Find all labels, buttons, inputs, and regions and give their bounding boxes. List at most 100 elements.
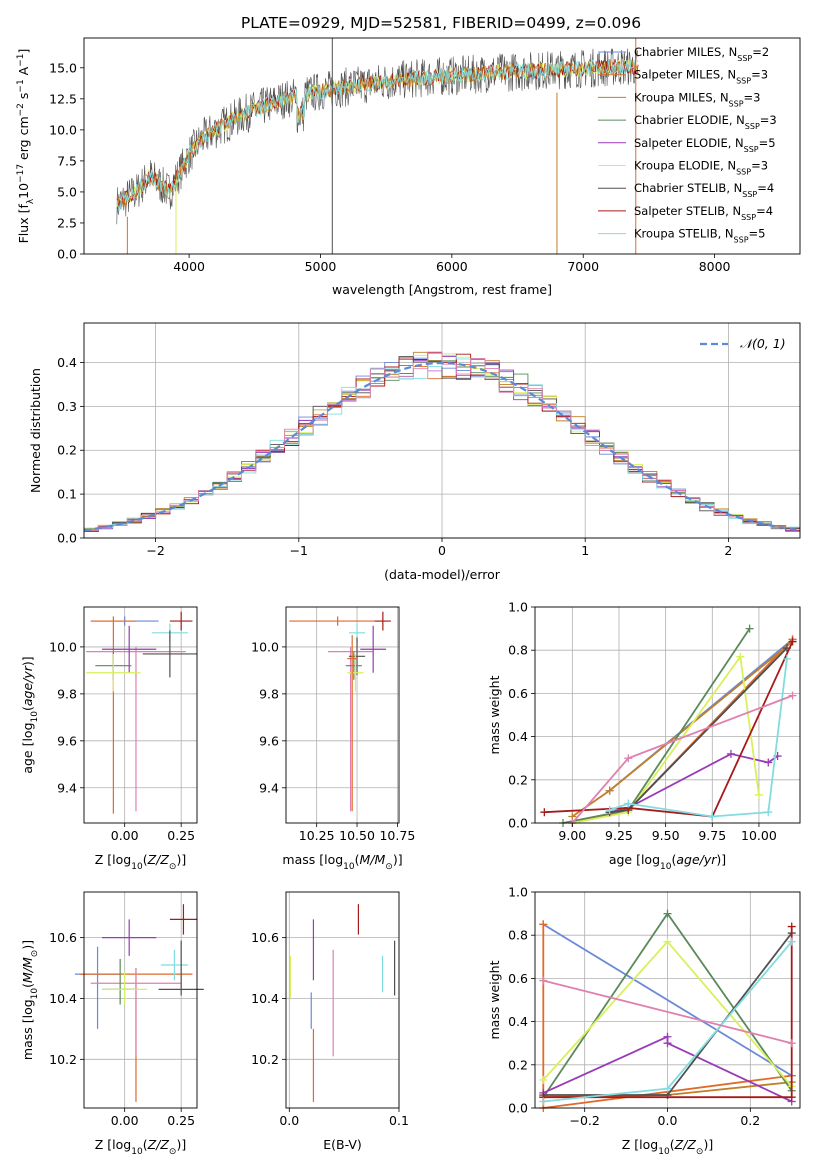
y-tick-label: 12.5 [49,91,77,106]
series-marker [539,1075,548,1084]
series-line-chabrier_miles [542,923,793,1077]
y-tick-label: 0.6 [508,686,528,701]
x-tick-label: 2 [724,543,732,558]
x-tick-label: 0.00 [111,1113,139,1128]
x-tick-label: 0.25 [167,828,195,843]
y-tick-label: 0.4 [57,355,77,370]
figure-title: PLATE=0929, MJD=52581, FIBERID=0499, z=0… [241,14,641,32]
y-tick-label: 0.0 [508,1101,528,1116]
y-tick-label: 9.8 [57,686,77,701]
y-tick-label: 0.1 [57,487,77,502]
y-tick-label: 10.2 [49,1052,77,1067]
series-marker [788,637,797,646]
legend-label: Kroupa STELIB, NSSP=5 [634,227,765,245]
y-tick-label: 10.0 [49,122,77,137]
axes-frame [534,891,801,1109]
series-marker [736,652,745,661]
y-tick-label: 10.6 [251,930,279,945]
y-tick-label: 0.3 [57,399,77,414]
y-tick-label: 0.0 [57,531,77,546]
normal-curve [83,361,801,532]
x-tick-label: 8000 [699,259,731,274]
y-tick-label: 9.8 [259,686,279,701]
x-tick-label: 0.0 [658,1113,678,1128]
spectrum-line-kroupa_stelib [116,59,639,212]
y-axis-label: mass [log10(M/M⊙)] [20,940,40,1060]
y-tick-label: 5.0 [57,184,77,199]
y-axis-label: mass weight [487,675,502,754]
axes-frame [83,606,198,824]
legend-label: Salpeter MILES, NSSP=3 [634,68,768,86]
y-tick-label: 0.0 [508,816,528,831]
x-axis-label: Z [log10(Z/Z⊙)] [622,1137,713,1157]
x-axis-label: age [log10(age/yr)] [609,852,726,872]
series-marker [605,786,614,795]
panel-mass_vs_Z: 0.00 0.25 10.2 10.4 10.6 Z [log10(Z/Z⊙)] mass … [20,891,204,1157]
y-tick-label: 9.6 [57,733,77,748]
histogram-pink [84,351,800,531]
legend-label: Chabrier ELODIE, NSSP=3 [634,113,777,131]
y-tick-label: 10.4 [251,991,279,1006]
y-tick-label: 0.2 [57,443,77,458]
series-marker [787,1039,796,1048]
series-marker [663,1039,672,1048]
data-point-kroupa_elodie [347,653,364,692]
y-tick-label: 0.4 [508,729,528,744]
x-tick-label: 10.50 [339,828,375,843]
axes-frame [285,606,400,824]
x-tick-label: 0 [438,543,446,558]
x-tick-label: 5000 [305,259,337,274]
series-marker [624,754,633,763]
series-marker [605,806,614,815]
data-point-kroupa_elodie [86,653,141,692]
plot-area [83,351,801,533]
plot-area [289,904,396,1102]
legend: Chabrier MILES, NSSP=2 Salpeter MILES, NS… [598,45,777,244]
x-axis-label: mass [log10(M/M⊙)] [282,852,402,872]
plot-area [539,909,796,1112]
plot-area [289,611,391,812]
data-point-kroupa_elodie [102,971,148,1005]
y-axis-label: age [log10(age/yr)] [20,656,40,773]
plot-area [540,624,797,827]
series-marker [754,790,763,799]
plot-area [116,38,639,254]
legend-label: Salpeter STELIB, NSSP=4 [634,204,773,222]
panels: 4000 5000 6000 7000 80000.02.55.07.510.012.5… [16,37,801,1157]
panel-age_vs_mass: 10.25 10.50 10.75 9.4 9.6 9.8 10.0 mass [log10(… [251,606,415,872]
data-point-salpeter_stelib [169,611,193,631]
series-marker [663,1084,672,1093]
data-point-chabrier_elodie [345,651,362,680]
x-tick-label: 9.25 [605,828,633,843]
data-point-chabrier_stelib [142,630,197,678]
series-marker [764,758,773,767]
series-marker [708,812,717,821]
series-marker [624,799,633,808]
x-axis-label: (data-model)/error [384,567,501,582]
axes-frame [83,322,801,539]
series-marker [539,1097,548,1106]
x-tick-label: 9.50 [652,828,680,843]
x-tick-label: 0.25 [167,1113,195,1128]
y-tick-label: 0.6 [508,971,528,986]
y-tick-label: 1.0 [508,885,528,900]
x-tick-label: 6000 [436,259,468,274]
x-tick-label: 0.1 [389,1113,409,1128]
y-axis-label: mass weight [487,960,502,1039]
series-marker [787,1093,796,1102]
plot-area [86,611,197,814]
y-tick-label: 0.8 [508,643,528,658]
x-tick-label: −2 [146,543,164,558]
axes-frame [83,891,198,1109]
data-point-salpeter_stelib [169,904,197,935]
y-tick-label: 10.2 [251,1052,279,1067]
data-point-salpeter_miles [289,616,387,626]
legend-label: Chabrier MILES, NSSP=2 [634,45,769,63]
y-tick-label: 10.4 [49,991,77,1006]
series-line-pink [543,979,792,1045]
data-point-chabrier_miles [74,946,121,1029]
series-marker [539,976,548,985]
axes-frame [285,891,400,1109]
y-tick-label: 0.4 [508,1014,528,1029]
series-marker [745,624,754,633]
